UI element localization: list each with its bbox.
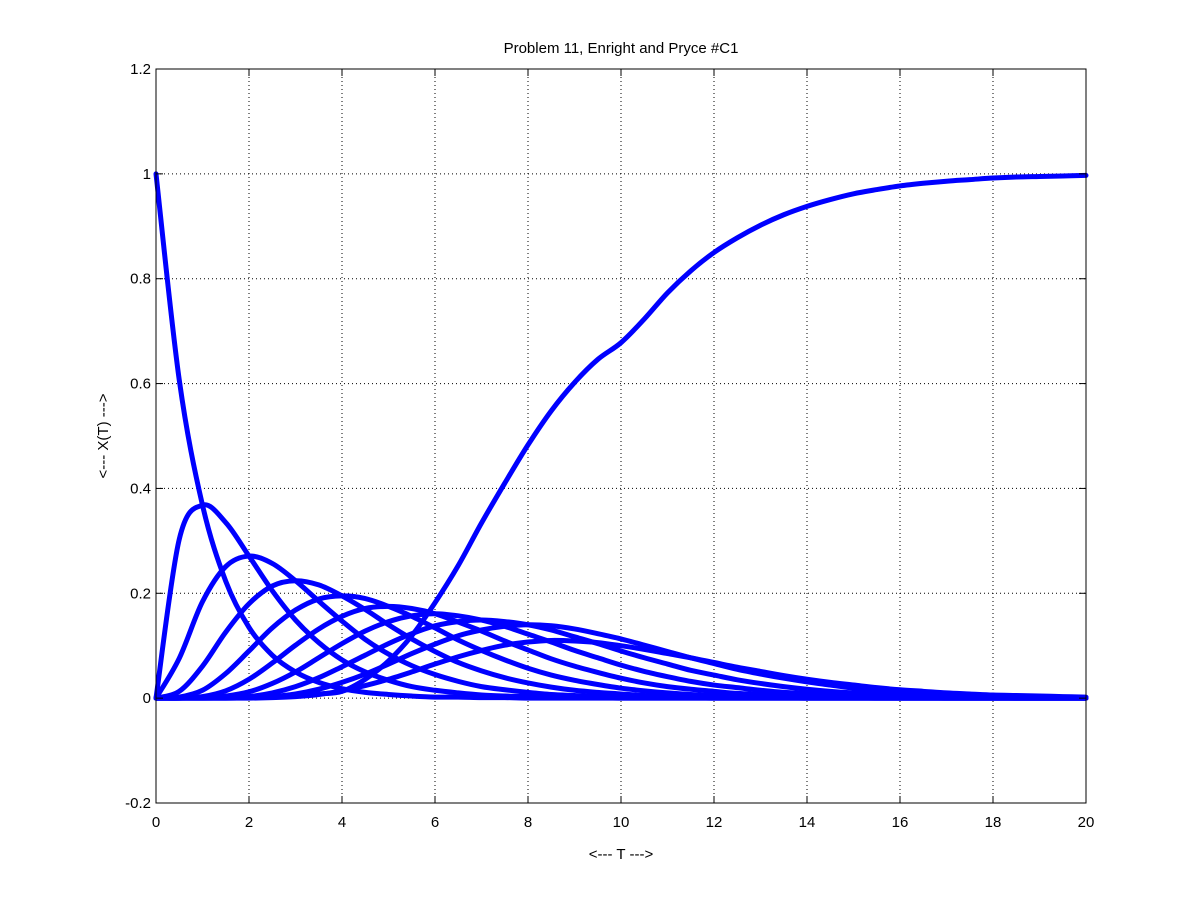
y-tick-label: 1 bbox=[143, 166, 151, 183]
x-tick-label: 6 bbox=[431, 814, 439, 831]
y-tick-label: 0.8 bbox=[130, 271, 151, 288]
y-tick-label: 0 bbox=[143, 690, 151, 707]
x-tick-label: 12 bbox=[706, 814, 723, 831]
x-tick-label: 10 bbox=[613, 814, 630, 831]
x-tick-label: 8 bbox=[524, 814, 532, 831]
y-tick-label: 0.2 bbox=[130, 585, 151, 602]
y-tick-label: -0.2 bbox=[125, 795, 151, 812]
series-line-11 bbox=[153, 172, 1089, 701]
y-tick-label: 0.6 bbox=[130, 376, 151, 393]
series-lines bbox=[153, 171, 1089, 701]
x-tick-label: 4 bbox=[338, 814, 346, 831]
y-tick-label: 0.4 bbox=[130, 480, 151, 497]
x-tick-label: 2 bbox=[245, 814, 253, 831]
x-tick-label: 0 bbox=[152, 814, 160, 831]
axis-ticks: 0 2 4 6 8 10 12 14 16 18 20-0.200.20.40.60.811.2 bbox=[125, 61, 1094, 831]
chart-title: Problem 11, Enright and Pryce #C1 bbox=[504, 40, 739, 57]
x-tick-label: 18 bbox=[985, 814, 1002, 831]
x-tick-label: 16 bbox=[892, 814, 909, 831]
x-tick-label: 14 bbox=[799, 814, 816, 831]
y-axis-label: <--- X(T) ---> bbox=[95, 393, 112, 478]
y-tick-label: 1.2 bbox=[130, 61, 151, 78]
x-tick-label: 20 bbox=[1078, 814, 1095, 831]
x-axis-label: <--- T ---> bbox=[589, 846, 654, 863]
